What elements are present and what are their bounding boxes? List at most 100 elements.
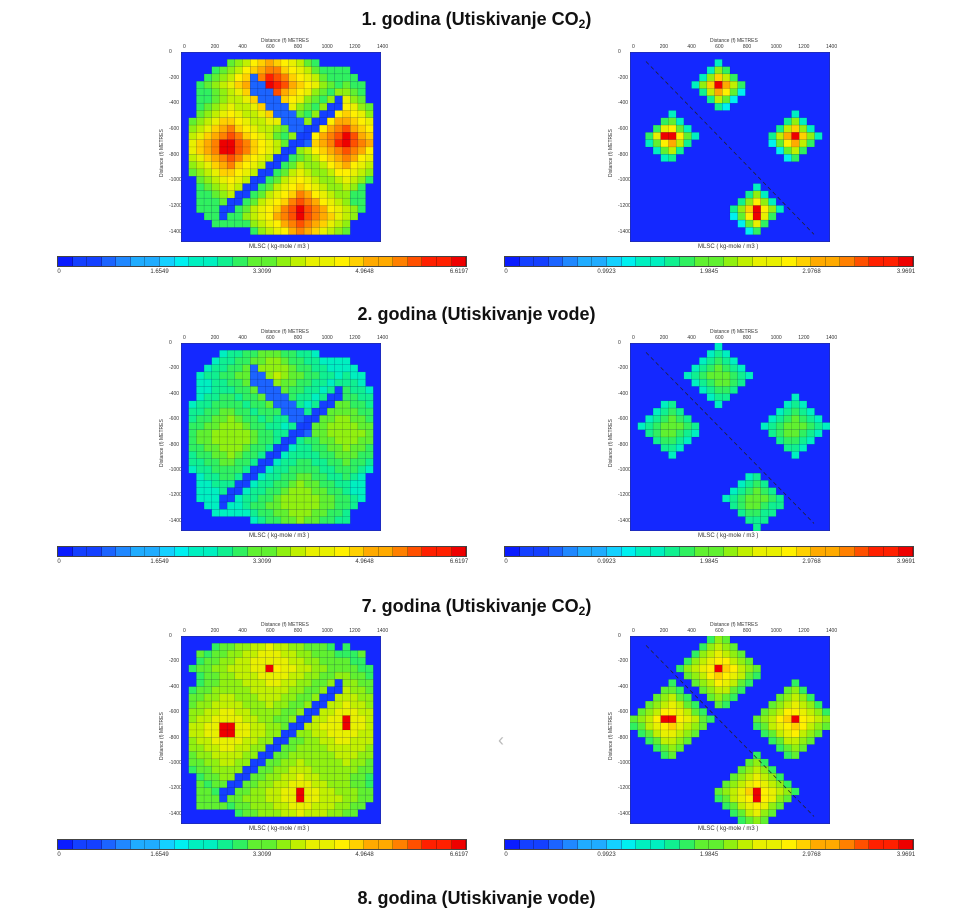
grid-cell	[219, 88, 228, 97]
grid-cell	[303, 773, 312, 781]
grid-cell	[296, 59, 305, 67]
grid-cell	[226, 422, 236, 430]
grid-cell	[311, 117, 320, 126]
grid-cell	[357, 422, 366, 430]
grid-cell	[234, 501, 243, 510]
grid-cell	[273, 802, 282, 810]
grid-cell	[334, 458, 343, 467]
colorbar-swatch	[334, 840, 350, 849]
grid-cell	[242, 212, 251, 221]
grid-cell	[806, 737, 815, 745]
grid-cell	[226, 451, 236, 459]
grid-cell	[334, 190, 343, 199]
colorbar-swatch	[291, 547, 306, 556]
grid-cell	[357, 722, 366, 731]
colorbar-swatch	[665, 547, 680, 556]
y-axis-title: Distance (f) METRES	[608, 712, 614, 760]
grid-cell	[288, 715, 297, 723]
grid-cell	[342, 780, 351, 789]
grid-cell	[350, 494, 359, 503]
grid-cell	[326, 708, 336, 716]
grid-cell	[196, 168, 205, 177]
grid-cell	[265, 212, 274, 221]
grid-cell	[211, 451, 220, 459]
grid-cell	[775, 708, 785, 716]
y-tick-label: 0	[618, 340, 621, 346]
grid-cell	[326, 117, 336, 126]
grid-cell	[234, 758, 243, 767]
grid-cell	[752, 787, 761, 796]
x-tick-label: 1000	[321, 335, 333, 341]
grid-cell	[273, 110, 282, 118]
grid-cell	[188, 429, 197, 438]
grid-cell	[211, 66, 220, 75]
grid-cell	[234, 364, 243, 373]
grid-cell	[365, 124, 374, 133]
grid-cell	[699, 73, 708, 82]
grid-cell	[296, 802, 305, 810]
grid-cell	[273, 146, 282, 155]
grid-cell	[273, 371, 282, 380]
grid-cell	[652, 429, 661, 438]
grid-cell	[768, 501, 777, 510]
grid-cell	[714, 386, 723, 394]
colorbar-swatch	[898, 547, 914, 556]
grid-cell	[219, 773, 228, 781]
grid-cell	[342, 110, 351, 118]
colorbar-swatch	[854, 257, 870, 266]
grid-cell	[273, 787, 282, 796]
colorbar-tick-label: 0.9923	[597, 269, 616, 275]
grid-cell	[288, 737, 297, 745]
grid-cell	[211, 219, 220, 228]
x-tick-label: 1200	[349, 44, 361, 50]
colorbar-swatch	[422, 257, 438, 266]
grid-cell	[242, 415, 251, 423]
grid-cell	[365, 664, 374, 673]
grid-cell	[791, 429, 800, 438]
grid-cell	[714, 357, 723, 365]
grid-cell	[319, 758, 328, 767]
grid-cell	[326, 487, 336, 496]
x-tick-label: 600	[266, 335, 275, 341]
grid-cell	[814, 415, 823, 423]
grid-cell	[365, 386, 374, 394]
grid-cell	[311, 509, 320, 517]
grid-cell	[273, 102, 282, 111]
colorbar-swatch	[709, 257, 724, 266]
grid-cell	[350, 88, 359, 97]
grid-cell	[783, 132, 792, 140]
grid-cell	[288, 205, 297, 213]
grid-cell	[334, 124, 343, 133]
grid-cell	[357, 88, 366, 97]
grid-cell	[729, 364, 738, 373]
grid-cell	[729, 205, 738, 213]
grid-cell	[273, 744, 282, 752]
colorbar-swatch	[101, 257, 117, 266]
chevron-left-icon[interactable]: ‹	[498, 730, 504, 750]
grid-cell	[706, 679, 715, 687]
grid-cell	[303, 183, 312, 192]
y-tick-label: -200	[169, 658, 180, 665]
grid-cell	[311, 664, 320, 673]
grid-cell	[211, 161, 220, 170]
grid-cell	[326, 386, 336, 394]
grid-cell	[226, 751, 236, 760]
grid-cell	[203, 183, 212, 192]
grid-cell	[365, 422, 374, 430]
grid-cell	[296, 679, 305, 687]
grid-cell	[226, 487, 236, 496]
grid-cell	[783, 429, 792, 438]
grid-cell	[242, 59, 251, 67]
grid-cell	[668, 146, 677, 155]
grid-cell	[342, 139, 351, 148]
grid-cell	[783, 700, 792, 709]
x-tick-label: 1200	[349, 628, 361, 634]
grid-cell	[799, 400, 808, 409]
grid-cell	[783, 787, 792, 796]
grid-cell	[250, 693, 259, 702]
grid-cell	[257, 350, 266, 358]
grid-cell	[783, 400, 792, 409]
grid-cell	[250, 59, 259, 67]
grid-cell	[203, 744, 212, 752]
colorbar-swatch	[291, 257, 306, 266]
